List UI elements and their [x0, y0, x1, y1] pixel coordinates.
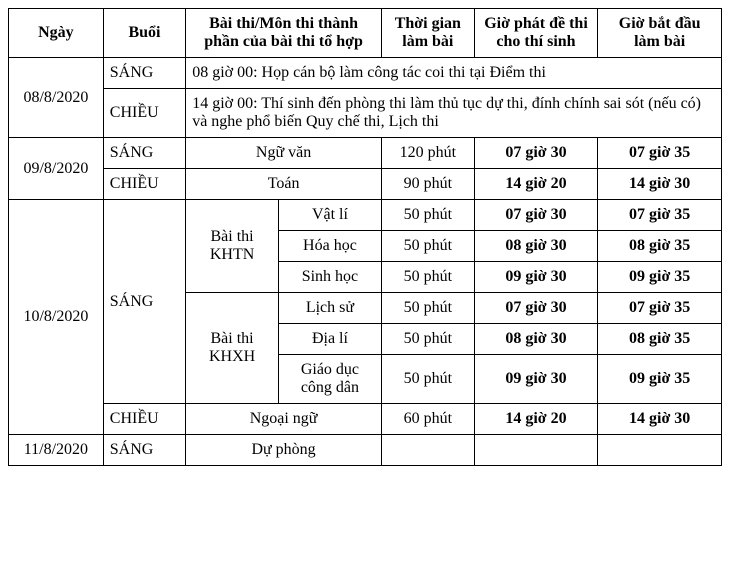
cell-issue-time: 08 giờ 30 — [474, 324, 598, 355]
cell-date: 10/8/2020 — [9, 200, 104, 435]
cell-duration: 120 phút — [381, 138, 474, 169]
cell-start-time: 14 giờ 30 — [598, 169, 722, 200]
cell-date: 09/8/2020 — [9, 138, 104, 200]
cell-start-time: 09 giờ 35 — [598, 355, 722, 404]
col-giophat: Giờ phát đề thi cho thí sinh — [474, 9, 598, 58]
cell-session: SÁNG — [103, 58, 185, 89]
cell-session: CHIỀU — [103, 169, 185, 200]
cell-duration: 50 phút — [381, 324, 474, 355]
cell-subject: Sinh học — [278, 262, 381, 293]
cell-note: 08 giờ 00: Họp cán bộ làm công tác coi t… — [186, 58, 722, 89]
header-row: Ngày Buổi Bài thi/Môn thi thành phần của… — [9, 9, 722, 58]
cell-subject: Ngữ văn — [186, 138, 382, 169]
cell-subject: Dự phòng — [186, 435, 382, 466]
cell-duration: 50 phút — [381, 262, 474, 293]
cell-duration: 60 phút — [381, 404, 474, 435]
cell-start-time: 09 giờ 35 — [598, 262, 722, 293]
cell-issue-time: 07 giờ 30 — [474, 200, 598, 231]
exam-schedule-table: Ngày Buổi Bài thi/Môn thi thành phần của… — [8, 8, 722, 466]
cell-issue-time: 07 giờ 30 — [474, 138, 598, 169]
cell-issue-time — [474, 435, 598, 466]
cell-issue-time: 09 giờ 30 — [474, 355, 598, 404]
cell-duration: 50 phút — [381, 355, 474, 404]
cell-issue-time: 14 giờ 20 — [474, 404, 598, 435]
cell-start-time: 14 giờ 30 — [598, 404, 722, 435]
cell-duration: 50 phút — [381, 293, 474, 324]
cell-duration: 90 phút — [381, 169, 474, 200]
cell-duration — [381, 435, 474, 466]
cell-date: 08/8/2020 — [9, 58, 104, 138]
cell-issue-time: 08 giờ 30 — [474, 231, 598, 262]
cell-combo: Bài thi KHTN — [186, 200, 279, 293]
cell-start-time: 07 giờ 35 — [598, 293, 722, 324]
cell-issue-time: 09 giờ 30 — [474, 262, 598, 293]
table-row: 10/8/2020 SÁNG Bài thi KHTN Vật lí 50 ph… — [9, 200, 722, 231]
cell-start-time: 08 giờ 35 — [598, 231, 722, 262]
col-thoigian: Thời gian làm bài — [381, 9, 474, 58]
cell-issue-time: 14 giờ 20 — [474, 169, 598, 200]
cell-duration: 50 phút — [381, 200, 474, 231]
cell-subject: Vật lí — [278, 200, 381, 231]
cell-subject: Địa lí — [278, 324, 381, 355]
col-buoi: Buổi — [103, 9, 185, 58]
cell-start-time: 07 giờ 35 — [598, 200, 722, 231]
cell-subject: Ngoại ngữ — [186, 404, 382, 435]
cell-start-time: 08 giờ 35 — [598, 324, 722, 355]
col-mon: Bài thi/Môn thi thành phần của bài thi t… — [186, 9, 382, 58]
cell-date: 11/8/2020 — [9, 435, 104, 466]
table-row: CHIỀU 14 giờ 00: Thí sinh đến phòng thi … — [9, 89, 722, 138]
cell-subject: Lịch sử — [278, 293, 381, 324]
cell-combo: Bài thi KHXH — [186, 293, 279, 404]
cell-note: 14 giờ 00: Thí sinh đến phòng thi làm th… — [186, 89, 722, 138]
cell-subject: Toán — [186, 169, 382, 200]
cell-session: SÁNG — [103, 435, 185, 466]
col-giobatdau: Giờ bắt đầu làm bài — [598, 9, 722, 58]
table-row: 11/8/2020 SÁNG Dự phòng — [9, 435, 722, 466]
table-row: 09/8/2020 SÁNG Ngữ văn 120 phút 07 giờ 3… — [9, 138, 722, 169]
cell-start-time — [598, 435, 722, 466]
cell-session: CHIỀU — [103, 89, 185, 138]
cell-session: SÁNG — [103, 200, 185, 404]
cell-session: CHIỀU — [103, 404, 185, 435]
cell-issue-time: 07 giờ 30 — [474, 293, 598, 324]
table-row: CHIỀU Ngoại ngữ 60 phút 14 giờ 20 14 giờ… — [9, 404, 722, 435]
col-ngay: Ngày — [9, 9, 104, 58]
table-row: CHIỀU Toán 90 phút 14 giờ 20 14 giờ 30 — [9, 169, 722, 200]
cell-session: SÁNG — [103, 138, 185, 169]
cell-duration: 50 phút — [381, 231, 474, 262]
cell-start-time: 07 giờ 35 — [598, 138, 722, 169]
table-row: 08/8/2020 SÁNG 08 giờ 00: Họp cán bộ làm… — [9, 58, 722, 89]
cell-subject: Giáo dục công dân — [278, 355, 381, 404]
cell-subject: Hóa học — [278, 231, 381, 262]
